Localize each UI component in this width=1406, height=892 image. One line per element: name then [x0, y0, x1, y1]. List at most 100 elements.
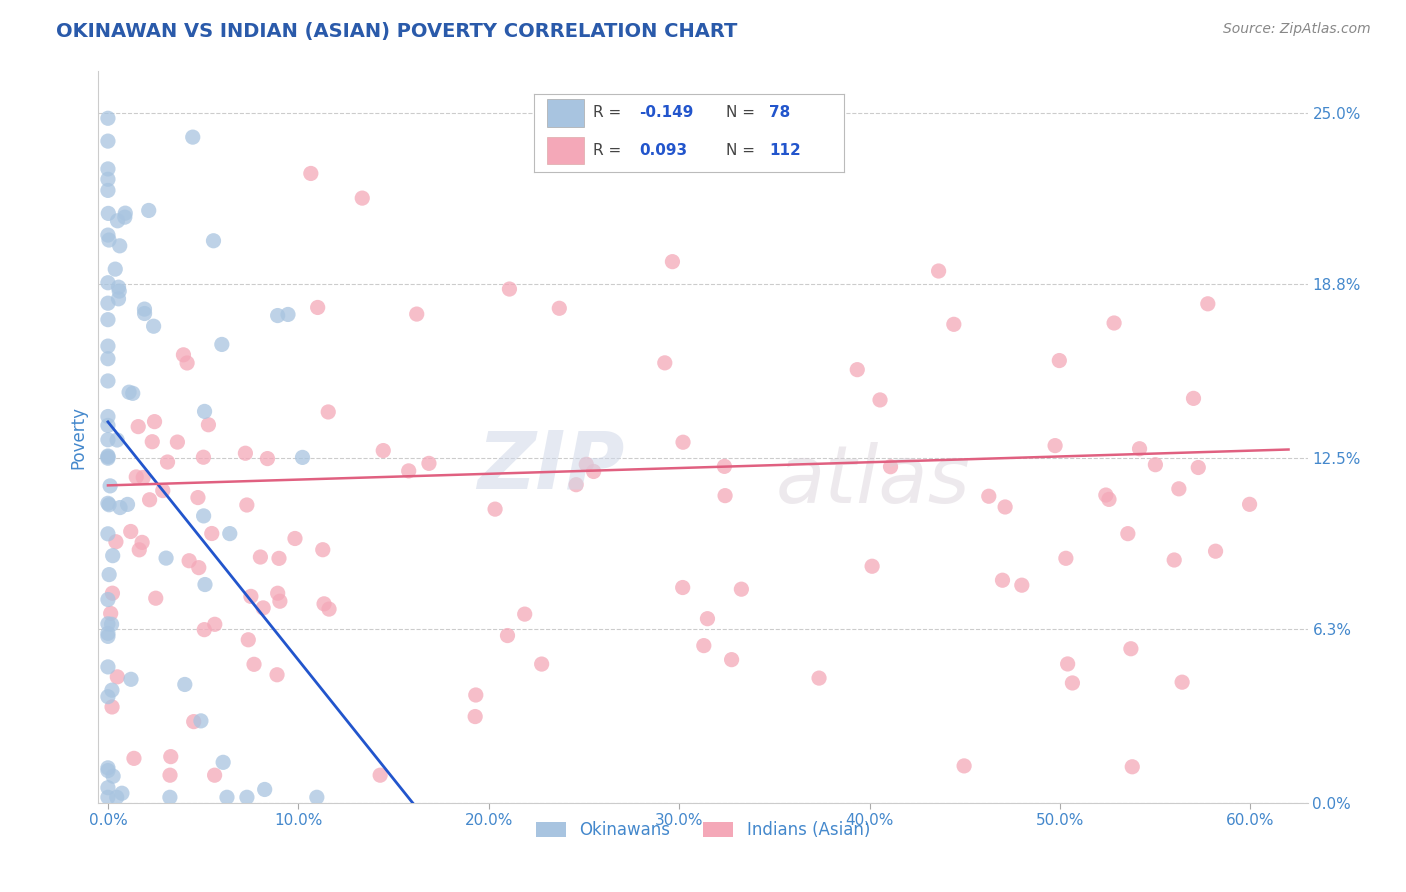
Point	[1121, 760, 1143, 774]
Point	[312, 542, 335, 557]
Point	[97, 228, 120, 243]
Text: 0.093: 0.093	[640, 143, 688, 158]
Point	[176, 356, 198, 370]
Point	[1167, 482, 1189, 496]
Point	[236, 790, 259, 805]
FancyBboxPatch shape	[547, 136, 583, 164]
Point	[97, 761, 120, 775]
FancyBboxPatch shape	[547, 99, 583, 127]
Point	[352, 191, 374, 205]
Point	[97, 764, 120, 778]
Point	[418, 456, 440, 470]
Point	[1119, 641, 1142, 656]
Point	[107, 214, 129, 228]
Point	[582, 465, 605, 479]
Point	[266, 309, 288, 323]
Point	[134, 306, 156, 320]
Point	[98, 233, 121, 247]
Point	[267, 586, 290, 600]
Point	[190, 714, 212, 728]
Point	[114, 206, 136, 220]
Point	[661, 254, 683, 268]
Text: ZIP: ZIP	[477, 427, 624, 506]
Point	[284, 532, 307, 546]
Point	[215, 790, 238, 805]
Point	[105, 433, 128, 447]
Y-axis label: Poverty: Poverty	[69, 406, 87, 468]
Point	[97, 526, 120, 541]
Point	[159, 749, 181, 764]
Point	[693, 639, 716, 653]
Point	[204, 617, 226, 632]
Point	[235, 446, 257, 460]
Point	[97, 433, 120, 447]
Point	[194, 577, 217, 591]
Point	[291, 450, 314, 465]
Point	[97, 312, 120, 326]
Point	[172, 348, 194, 362]
Point	[107, 280, 129, 294]
Point	[193, 508, 215, 523]
Point	[672, 581, 695, 595]
Point	[97, 172, 120, 186]
Point	[252, 601, 274, 615]
Point	[953, 759, 976, 773]
Point	[101, 700, 124, 714]
Point	[138, 492, 160, 507]
Point	[97, 206, 120, 220]
Point	[1116, 526, 1139, 541]
Point	[187, 491, 209, 505]
Point	[152, 483, 174, 498]
Point	[672, 435, 695, 450]
Point	[1095, 488, 1118, 502]
Point	[1062, 676, 1084, 690]
Point	[1163, 553, 1185, 567]
Point	[1197, 297, 1219, 311]
Point	[159, 768, 181, 782]
Point	[253, 782, 276, 797]
Point	[211, 337, 233, 351]
Text: N =: N =	[725, 105, 759, 120]
Point	[104, 262, 127, 277]
Point	[138, 203, 160, 218]
Point	[808, 671, 831, 685]
Point	[713, 459, 735, 474]
Point	[155, 551, 177, 566]
Point	[1056, 657, 1078, 671]
Point	[97, 629, 120, 643]
Point	[134, 302, 156, 317]
Point	[879, 459, 901, 474]
Point	[183, 714, 205, 729]
Point	[181, 130, 204, 145]
Point	[100, 607, 122, 621]
Point	[100, 617, 122, 632]
Point	[127, 419, 149, 434]
Legend: Okinawans, Indians (Asian): Okinawans, Indians (Asian)	[529, 814, 877, 846]
Point	[97, 451, 120, 466]
Point	[104, 534, 127, 549]
Point	[942, 318, 965, 332]
Point	[97, 134, 120, 148]
Point	[696, 612, 718, 626]
Point	[142, 319, 165, 334]
Point	[122, 751, 145, 765]
Point	[1128, 442, 1150, 456]
Point	[513, 607, 536, 621]
Point	[575, 458, 598, 472]
Point	[1239, 497, 1261, 511]
Point	[994, 500, 1017, 514]
Point	[114, 210, 136, 224]
Point	[120, 673, 142, 687]
Point	[398, 464, 420, 478]
Point	[128, 542, 150, 557]
Point	[869, 392, 891, 407]
Point	[97, 592, 120, 607]
Text: atlas: atlas	[776, 442, 970, 520]
Point	[530, 657, 553, 671]
Point	[860, 559, 883, 574]
Point	[97, 409, 120, 424]
Point	[101, 549, 124, 563]
Text: OKINAWAN VS INDIAN (ASIAN) POVERTY CORRELATION CHART: OKINAWAN VS INDIAN (ASIAN) POVERTY CORRE…	[56, 22, 738, 41]
Point	[318, 602, 340, 616]
Text: Source: ZipAtlas.com: Source: ZipAtlas.com	[1223, 22, 1371, 37]
